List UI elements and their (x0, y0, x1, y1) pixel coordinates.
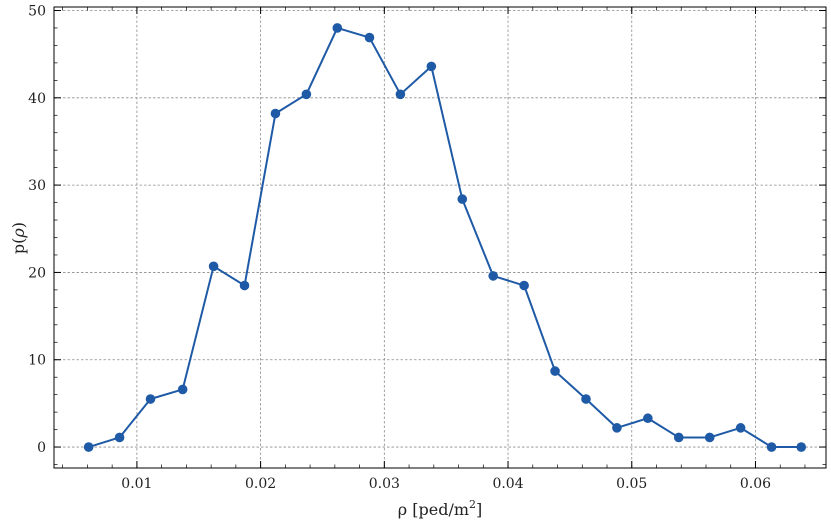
grid-lines (54, 7, 826, 468)
data-point (426, 61, 437, 72)
x-axis-label-prefix: ρ [ped/m (398, 500, 469, 519)
data-point (643, 413, 653, 424)
data-point (332, 23, 343, 33)
data-point (735, 423, 746, 433)
y-tick-label: 0 (37, 440, 46, 456)
data-point (766, 442, 777, 452)
data-point (796, 442, 807, 452)
x-tick-label: 0.02 (245, 476, 276, 492)
data-point (550, 366, 560, 376)
data-point (114, 432, 125, 443)
data-point (83, 442, 94, 452)
y-axis-label: p(ρ) (9, 222, 28, 254)
y-axis-label-close: ) (9, 222, 28, 228)
series-layer (83, 23, 807, 452)
data-point (612, 423, 622, 433)
y-tick-label: 50 (28, 3, 46, 19)
plot-frame (53, 6, 827, 469)
y-tick-label: 30 (28, 178, 46, 194)
y-tick-label: 10 (28, 353, 46, 369)
data-point (488, 271, 498, 281)
data-point (145, 394, 156, 404)
x-tick-label: 0.06 (740, 476, 771, 492)
data-point (704, 432, 715, 443)
x-axis-label-sup: 2 (469, 498, 476, 511)
tick-labels: 0.01 0.02 0.03 0.04 0.05 0.06 0 10 20 30 40 50 (28, 3, 771, 492)
y-tick-label: 40 (28, 91, 46, 107)
axis-ticks (54, 7, 826, 468)
series-line (88, 26, 802, 449)
data-point (270, 108, 281, 119)
x-tick-label: 0.04 (492, 476, 523, 492)
data-point (519, 280, 529, 291)
data-point (208, 261, 219, 272)
x-tick-label: 0.03 (369, 476, 400, 492)
y-tick-label: 20 (28, 265, 46, 281)
data-point (673, 432, 684, 443)
y-axis-label-main: p( (9, 238, 28, 254)
data-point (177, 384, 188, 395)
x-axis-label: ρ [ped/m2] (398, 498, 483, 519)
data-point (239, 280, 250, 291)
x-tick-label: 0.05 (616, 476, 647, 492)
x-tick-label: 0.01 (121, 476, 152, 492)
data-point (301, 89, 312, 100)
y-axis-label-var: ρ (9, 228, 28, 239)
data-point (581, 394, 591, 404)
data-point (364, 32, 375, 43)
data-point (457, 194, 468, 204)
data-point (395, 89, 406, 100)
x-axis-label-suffix: ] (476, 500, 482, 519)
